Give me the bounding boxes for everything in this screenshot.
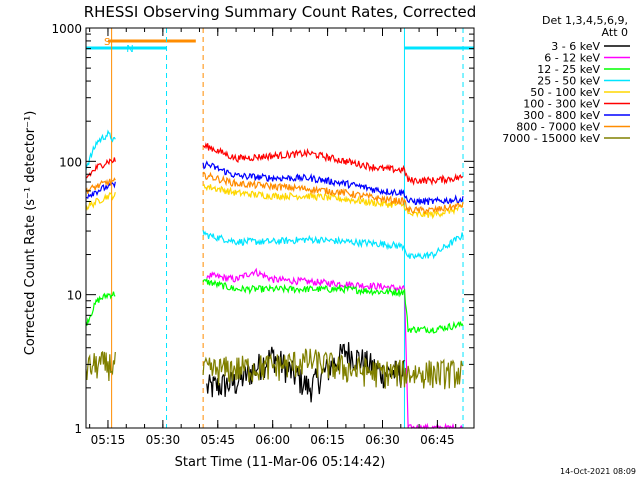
legend-entry-label-4: 50 - 100 keV bbox=[530, 86, 600, 99]
footer-date-stamp: 14-Oct-2021 08:09 bbox=[560, 467, 636, 476]
x-axis-ticks: 05:15 05:30 05:45 06:00 06:15 06:30 06:45 bbox=[89, 28, 475, 447]
y-tick-label-0: 1 bbox=[74, 422, 82, 436]
x-tick-label-0: 05:15 bbox=[91, 433, 126, 447]
y-axis-ticks: 1 10 100 1000 bbox=[51, 22, 474, 436]
x-tick-label-5: 06:30 bbox=[365, 433, 400, 447]
series-line-25-50-kev bbox=[85, 129, 464, 260]
series-layer bbox=[85, 129, 464, 431]
legend-entry-label-2: 12 - 25 keV bbox=[537, 63, 600, 76]
y-axis-label: Corrected Count Rate (s⁻¹ detector⁻¹) bbox=[23, 111, 38, 356]
x-axis-label: Start Time (11-Mar-06 05:14:42) bbox=[175, 455, 386, 470]
legend-entry-label-5: 100 - 300 keV bbox=[523, 98, 600, 111]
y-tick-label-3: 1000 bbox=[51, 22, 82, 36]
x-tick-label-1: 05:30 bbox=[146, 433, 181, 447]
series-line-300-800-kev bbox=[85, 160, 464, 206]
series-line-7000-15000-kev bbox=[85, 348, 464, 390]
legend-header-0: Det 1,3,4,5,6,9, bbox=[542, 14, 628, 27]
series-line-800-7000-kev bbox=[85, 171, 464, 214]
event-lines-layer bbox=[111, 28, 464, 428]
series-line-12-25-kev bbox=[85, 277, 464, 334]
series-line-6-12-kev bbox=[206, 267, 464, 431]
y-tick-label-1: 10 bbox=[67, 289, 82, 303]
flags-layer: SN bbox=[86, 37, 474, 55]
legend-entry-label-1: 6 - 12 keV bbox=[544, 52, 600, 65]
flag-label-s: S bbox=[104, 37, 110, 48]
chart-title: RHESSI Observing Summary Count Rates, Co… bbox=[84, 3, 477, 21]
x-tick-label-3: 06:00 bbox=[255, 433, 290, 447]
x-tick-label-6: 06:45 bbox=[420, 433, 455, 447]
legend-header-1: Att 0 bbox=[602, 26, 628, 39]
legend-entry-label-7: 800 - 7000 keV bbox=[516, 121, 600, 134]
x-tick-label-4: 06:15 bbox=[310, 433, 345, 447]
y-tick-label-2: 100 bbox=[59, 155, 82, 169]
plot-frame bbox=[85, 27, 475, 429]
legend-entry-label-3: 25 - 50 keV bbox=[537, 75, 600, 88]
flag-label-n: N bbox=[126, 44, 133, 55]
x-tick-label-2: 05:45 bbox=[200, 433, 235, 447]
legend-entry-label-0: 3 - 6 keV bbox=[551, 40, 600, 53]
legend-entry-label-8: 7000 - 15000 keV bbox=[502, 132, 600, 145]
legend-entry-label-6: 300 - 800 keV bbox=[523, 109, 600, 122]
